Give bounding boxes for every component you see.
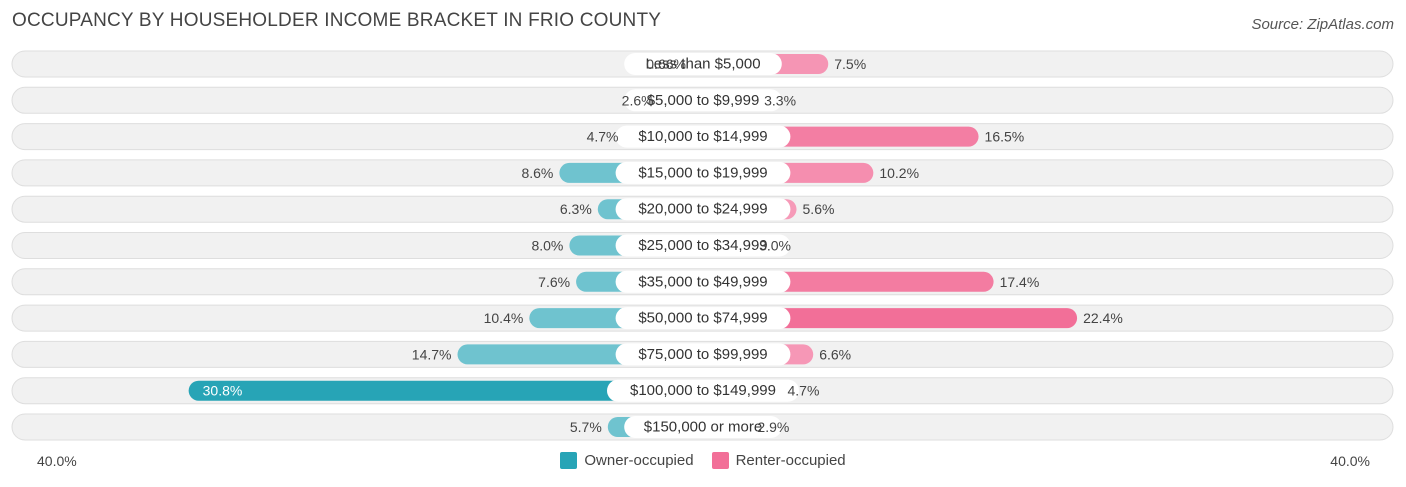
owner-value-label: 5.7% <box>570 419 602 435</box>
renter-value-label: 4.7% <box>787 383 819 399</box>
category-pill <box>615 307 791 330</box>
legend: Owner-occupied Renter-occupied <box>0 452 1406 469</box>
category-pill <box>624 53 782 75</box>
owner-value-label: 14.7% <box>412 346 452 362</box>
legend-owner-label: Owner-occupied <box>584 452 694 469</box>
renter-value-label: 17.4% <box>1000 274 1040 290</box>
category-pill <box>615 234 791 257</box>
renter-value-label: 7.5% <box>834 56 866 72</box>
category-label: $35,000 to $49,999 <box>638 273 767 290</box>
category-pill <box>615 198 791 221</box>
category-label: Less than $5,000 <box>645 56 760 73</box>
owner-value-label: 30.8% <box>203 383 243 399</box>
renter-value-label: 22.4% <box>1083 310 1123 326</box>
category-label: $25,000 to $34,999 <box>638 237 767 254</box>
category-pill <box>615 343 791 366</box>
owner-value-label: 7.6% <box>538 274 570 290</box>
category-label: $15,000 to $19,999 <box>638 164 767 181</box>
source-label: Source: ZipAtlas.com <box>1251 16 1394 33</box>
axis-left-label: 40.0% <box>37 453 77 469</box>
category-label: $20,000 to $24,999 <box>638 201 767 218</box>
legend-renter-swatch <box>711 452 729 469</box>
owner-value-label: 0.66% <box>646 56 686 72</box>
renter-value-label: 10.2% <box>879 165 919 181</box>
axis-right-label: 40.0% <box>1330 453 1370 469</box>
legend-renter: Renter-occupied <box>711 452 846 469</box>
category-label: $150,000 or more <box>644 419 762 436</box>
category-label: $75,000 to $99,999 <box>638 346 767 363</box>
renter-value-label: 16.5% <box>985 129 1025 145</box>
renter-value-label: 6.6% <box>819 346 851 362</box>
category-label: $100,000 to $149,999 <box>630 382 776 399</box>
owner-value-label: 4.7% <box>587 129 619 145</box>
chart-title: OCCUPANCY BY HOUSEHOLDER INCOME BRACKET … <box>12 10 662 31</box>
category-label: $10,000 to $14,999 <box>638 128 767 145</box>
legend-owner: Owner-occupied <box>560 452 694 469</box>
category-pill <box>624 416 782 438</box>
category-pill <box>615 125 791 148</box>
category-label: $5,000 to $9,999 <box>647 92 760 109</box>
legend-owner-swatch <box>560 452 578 469</box>
renter-value-label: 3.3% <box>764 92 796 108</box>
renter-value-label: 3.0% <box>759 238 791 254</box>
category-pill <box>607 379 799 402</box>
owner-value-label: 6.3% <box>560 201 592 217</box>
legend-renter-label: Renter-occupied <box>735 452 846 469</box>
owner-value-label: 10.4% <box>484 310 524 326</box>
owner-bar <box>188 380 703 401</box>
category-pill <box>624 89 782 112</box>
renter-value-label: 2.9% <box>757 419 789 435</box>
category-label: $50,000 to $74,999 <box>638 310 767 327</box>
renter-bar <box>703 308 1078 329</box>
category-pill <box>615 270 791 293</box>
owner-value-label: 2.6% <box>622 92 654 108</box>
owner-value-label: 8.6% <box>521 165 553 181</box>
renter-value-label: 5.6% <box>803 201 835 217</box>
category-pill <box>615 161 791 184</box>
owner-value-label: 8.0% <box>531 238 563 254</box>
